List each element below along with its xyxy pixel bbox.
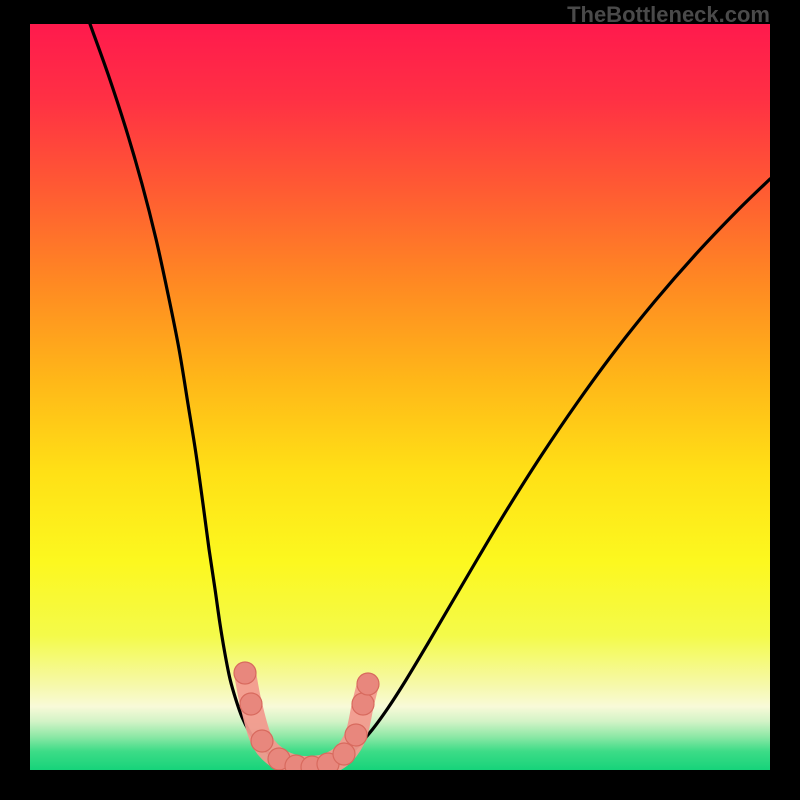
marker-dot [345,724,367,746]
marker-dot [234,662,256,684]
marker-dot [333,743,355,765]
marker-dot [251,730,273,752]
chart-container: TheBottleneck.com [0,0,800,800]
marker-dot [352,693,374,715]
plot-svg [30,24,770,770]
plot-area [30,24,770,770]
gradient-background [30,24,770,770]
marker-dot [240,693,262,715]
marker-dot [357,673,379,695]
